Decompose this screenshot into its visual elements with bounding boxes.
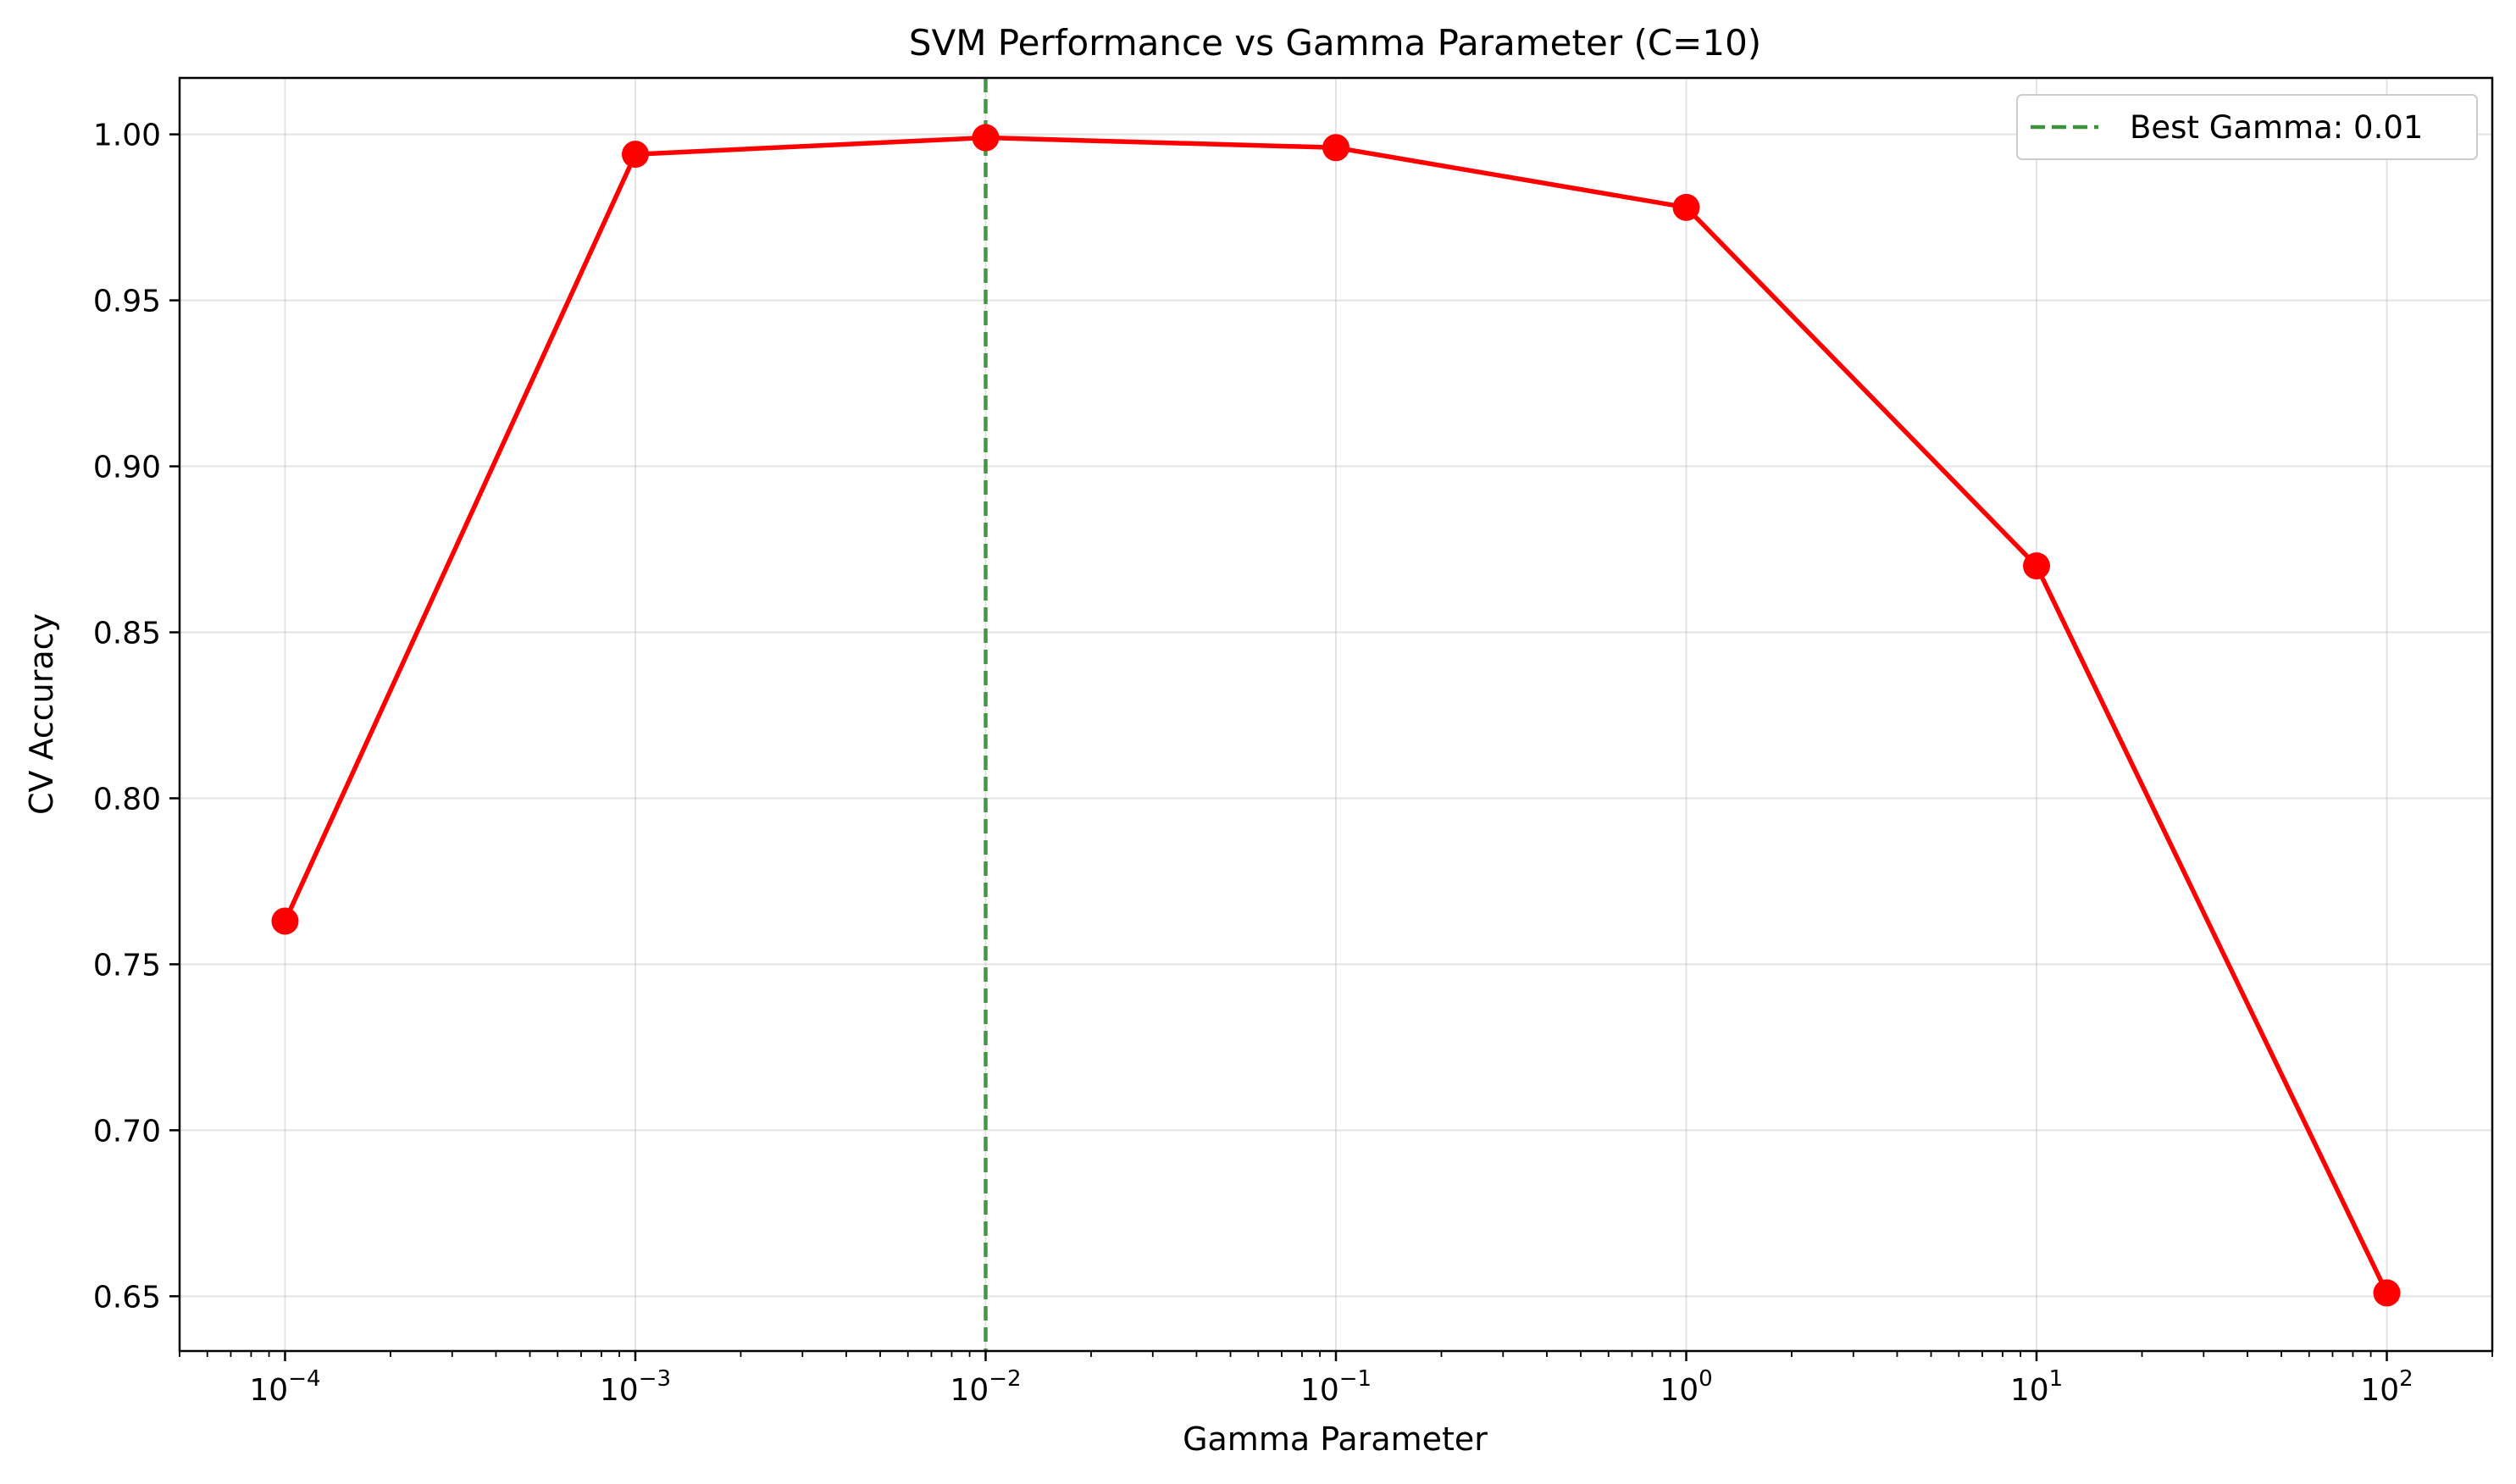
y-tick-label: 0.85	[93, 617, 161, 651]
y-tick-label: 0.80	[93, 782, 161, 817]
data-point	[972, 124, 1000, 152]
data-point	[1322, 134, 1349, 162]
data-point	[621, 141, 649, 169]
x-tick-label: 101	[2010, 1366, 2063, 1408]
x-tick-label: 102	[2360, 1366, 2413, 1408]
legend: Best Gamma: 0.01	[2016, 94, 2478, 160]
x-tick-label: 10−2	[950, 1366, 1021, 1408]
x-axis-label: Gamma Parameter	[1183, 1420, 1488, 1458]
y-tick-label: 0.70	[93, 1114, 161, 1149]
y-gridlines	[180, 133, 2492, 1298]
y-axis: 0.65 0.70 0.75 0.80 0.85 0.90 0.95 1.00	[93, 119, 180, 1315]
legend-box	[2016, 94, 2478, 160]
x-tick-label: 100	[1660, 1366, 1712, 1408]
data-point	[2023, 552, 2051, 580]
y-tick-label: 0.65	[93, 1280, 161, 1315]
legend-entry-label: Best Gamma: 0.01	[2130, 109, 2423, 146]
x-axis: 10−4 10−3 10−2 10−1 100 101 102	[179, 1351, 2493, 1408]
y-axis-label: CV Accuracy	[23, 613, 60, 815]
x-tick-label: 10−1	[1300, 1366, 1372, 1408]
data-point	[271, 907, 299, 935]
y-tick-label: 0.75	[93, 948, 161, 983]
series-layer	[271, 124, 2401, 1307]
y-tick-label: 0.95	[93, 285, 161, 319]
y-tick-label: 0.90	[93, 451, 161, 485]
x-tick-label: 10−4	[249, 1366, 320, 1408]
x-tick-label: 10−3	[600, 1366, 671, 1408]
chart-title: SVM Performance vs Gamma Parameter (C=10…	[909, 22, 1761, 64]
data-point	[2373, 1279, 2401, 1307]
y-tick-label: 1.00	[93, 119, 161, 153]
data-point	[1672, 193, 1700, 221]
